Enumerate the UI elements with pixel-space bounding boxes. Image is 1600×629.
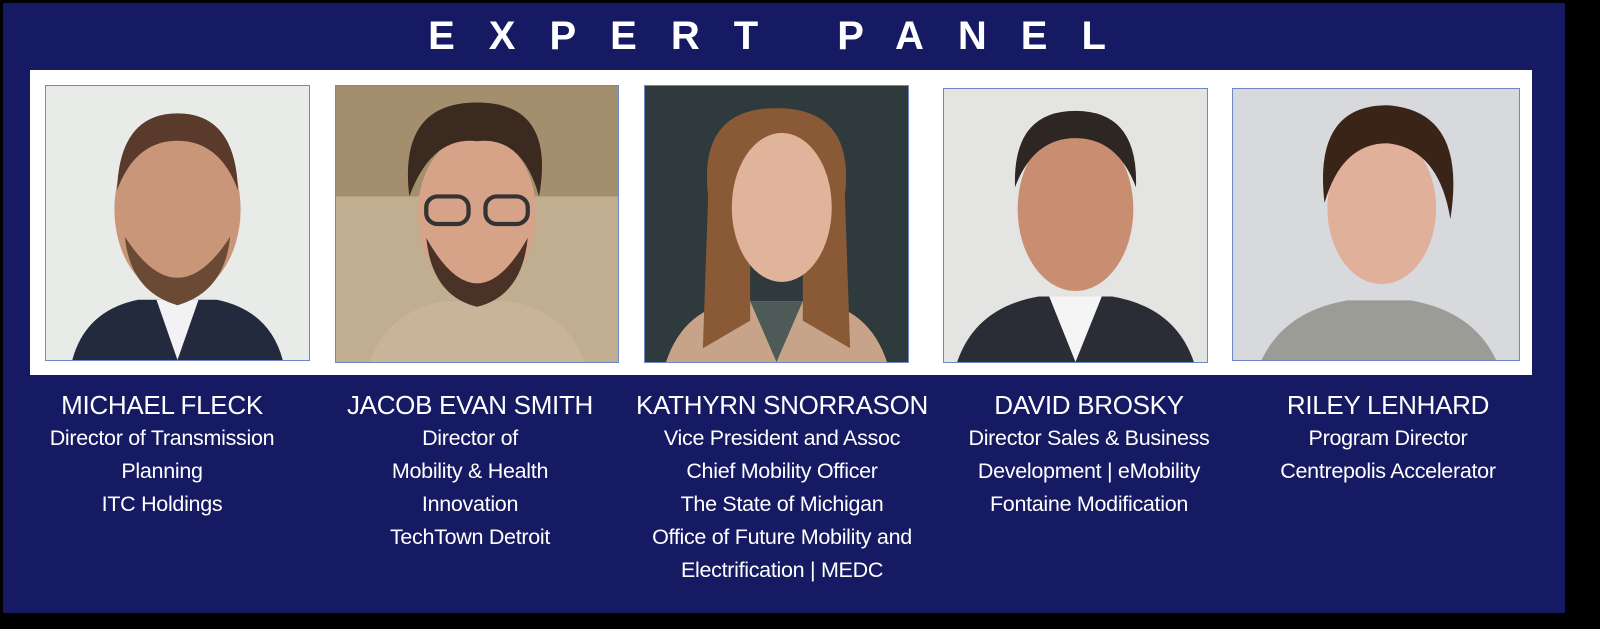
photo-david-brosky [943, 88, 1208, 363]
panelist-role-line: Vice President and Assoc [663, 426, 901, 450]
panelist-michael-fleck: MICHAEL FLECK Director of Transmission P… [0, 388, 327, 521]
panelist-role-line: Development | eMobility [977, 459, 1201, 483]
panelist-name: DAVID BROSKY [994, 390, 1184, 420]
panelist-name: MICHAEL FLECK [61, 390, 263, 420]
panelist-role-line: The State of Michigan [680, 492, 884, 516]
panelist-role-line: Mobility & Health [391, 459, 549, 483]
panelist-role-line: Director Sales & Business [968, 426, 1210, 450]
panelist-role-line: Centrepolis Accelerator [1280, 459, 1496, 483]
panelist-role-line: ITC Holdings [101, 492, 223, 516]
poster-title: EXPERT PANEL [428, 14, 1140, 58]
panelist-name: KATHYRN SNORRASON [635, 390, 928, 420]
panelist-riley-lenhard: RILEY LENHARD Program Director Centrepol… [1223, 388, 1553, 488]
photo-jacob-evan-smith [335, 85, 619, 363]
panelist-role-line: Director of Transmission [49, 426, 275, 450]
photo-michael-fleck [45, 85, 310, 361]
panelist-role-line: Fontaine Modification [989, 492, 1189, 516]
panelist-kathyrn-snorrason: KATHYRN SNORRASON Vice President and Ass… [617, 388, 947, 587]
panelist-role-line: Electrification | MEDC [680, 558, 884, 582]
panelist-jacob-evan-smith: JACOB EVAN SMITH Director of Mobility & … [305, 388, 635, 554]
panelist-role-line: TechTown Detroit [389, 525, 551, 549]
panelist-role-line: Planning [121, 459, 203, 483]
panelist-role-line: Program Director [1308, 426, 1468, 450]
panelist-role-line: Chief Mobility Officer [686, 459, 878, 483]
panelist-role-line: Director of [422, 426, 518, 450]
panelist-role-line: Innovation [421, 492, 519, 516]
photo-riley-lenhard [1232, 88, 1520, 361]
panelist-role-line: Office of Future Mobility and [652, 525, 912, 549]
panelist-name: JACOB EVAN SMITH [346, 390, 594, 420]
panelist-david-brosky: DAVID BROSKY Director Sales & Business D… [924, 388, 1254, 521]
panelist-name: RILEY LENHARD [1286, 390, 1490, 420]
photo-kathyrn-snorrason [644, 85, 909, 363]
